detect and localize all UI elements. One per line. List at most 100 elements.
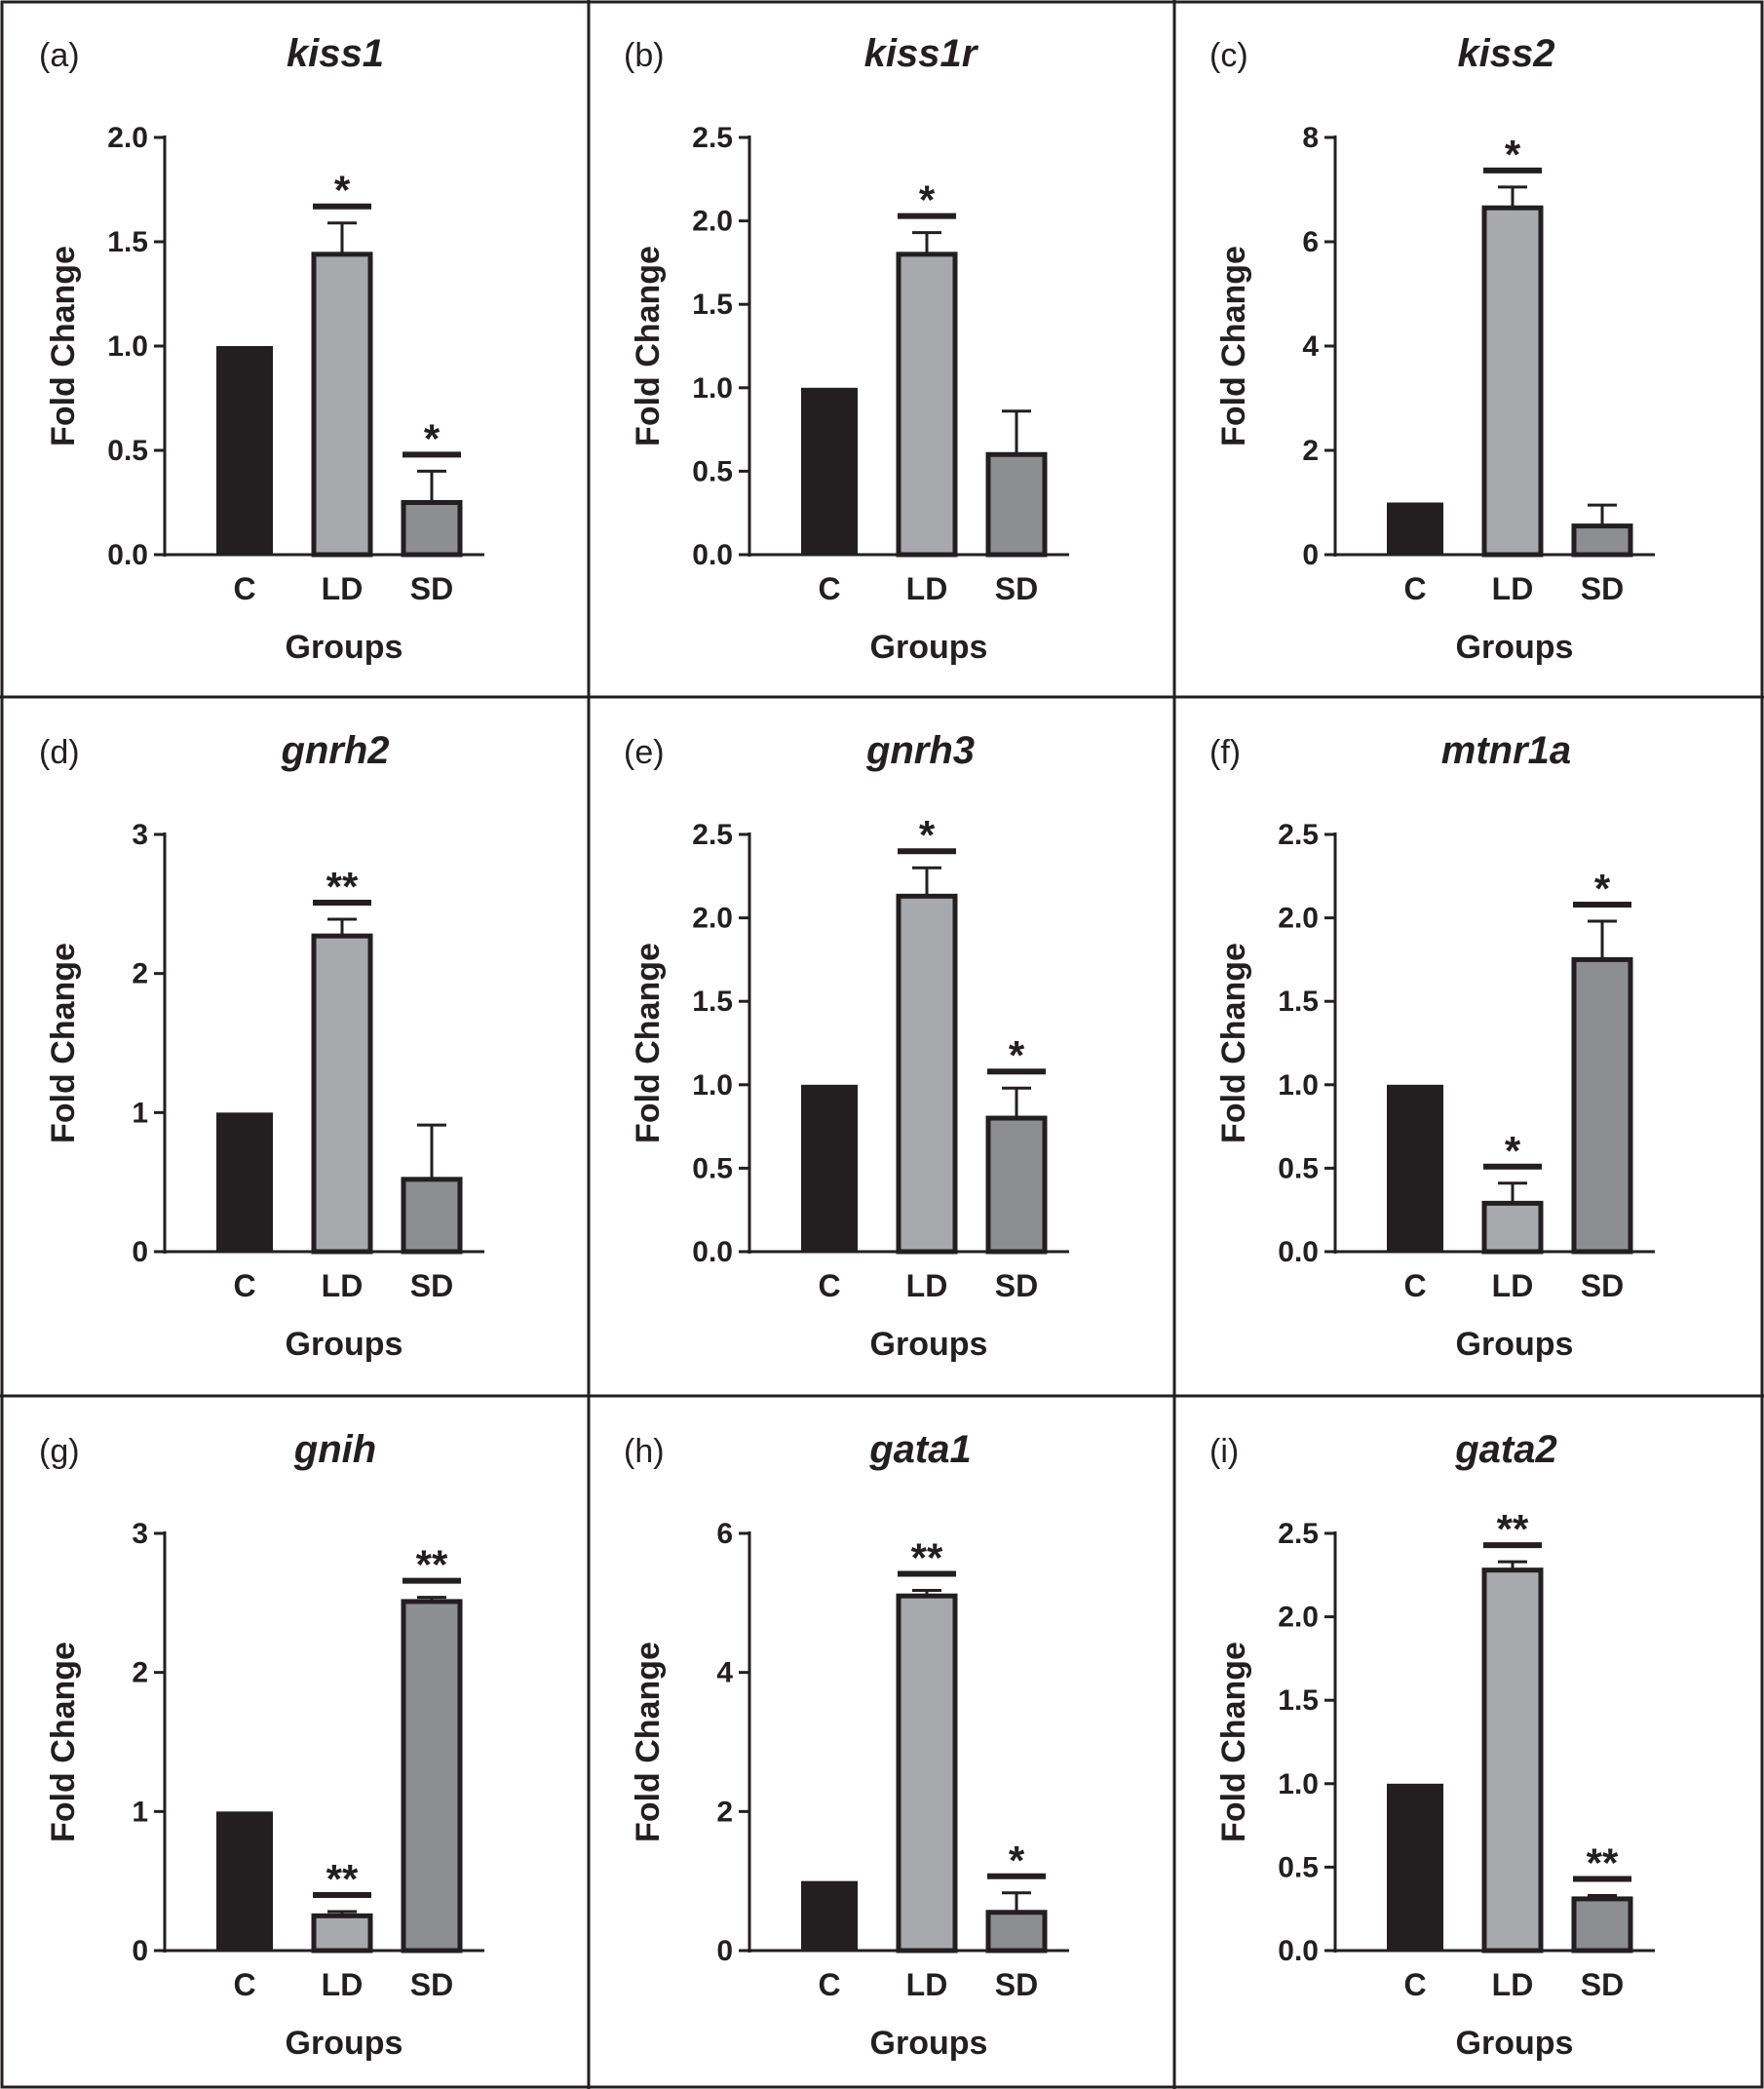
bar-C [801,387,858,555]
x-tick-label: LD [906,1967,948,2002]
panel-title: gnrh3 [865,729,975,772]
y-tick-label: 4 [716,1657,733,1689]
x-tick-label: C [1403,1967,1426,2002]
x-tick-label: SD [995,1268,1038,1303]
panel-a: (a) kiss1 0.0 0.5 1.0 1.5 2.0 C LD * SD * Groups Fold… [39,32,484,666]
x-tick-label: SD [995,1967,1038,2002]
y-tick-label: 0.5 [692,1152,733,1184]
significance-marker: * [1505,1128,1521,1174]
y-tick-label: 0.5 [107,435,148,467]
y-tick-label: 1.5 [692,986,733,1018]
x-tick-label: LD [1492,571,1534,606]
significance-marker: ** [326,1856,359,1902]
x-tick-label: LD [1492,1967,1534,2002]
y-tick-label: 0 [132,1236,148,1268]
bar-C [1387,502,1443,555]
bar-C [216,1811,273,1951]
y-tick-label: 1.0 [1278,1768,1319,1800]
y-tick-label: 0.0 [692,1236,733,1268]
y-axis-title: Fold Change [1215,943,1252,1143]
y-axis-title: Fold Change [630,246,667,446]
y-axis-title: Fold Change [45,246,82,446]
y-tick-label: 2.5 [692,819,733,851]
significance-marker: * [919,177,936,223]
y-tick-label: 1.0 [692,1069,733,1102]
x-tick-label: LD [322,1967,364,2002]
panel-g: (g) gnih 0 1 2 3 C LD ** SD ** Groups Fold Change [39,1428,484,2062]
panel-title: kiss1 [287,32,384,75]
y-axis-title: Fold Change [45,1642,82,1842]
y-axis-title: Fold Change [45,943,82,1143]
bar-C [216,346,273,555]
significance-marker: * [1505,132,1521,177]
y-tick-label: 2.5 [1278,819,1319,851]
x-tick-label: SD [1581,1268,1624,1303]
x-tick-label: SD [410,1967,453,2002]
y-tick-label: 2 [132,958,148,990]
bar-C [216,1112,273,1252]
bar-SD [985,451,1048,558]
y-tick-label: 1.0 [1278,1069,1319,1102]
x-tick-label: LD [906,1268,948,1303]
panel-title: kiss2 [1457,32,1554,75]
bar-LD [311,251,373,558]
panel-label: (g) [39,1433,80,1470]
panel-label: (b) [624,37,665,74]
x-axis-title: Groups [870,629,988,666]
panel-title: kiss1r [864,32,979,75]
bar-LD [311,933,373,1255]
y-tick-label: 1.5 [1278,986,1319,1018]
x-tick-label: C [818,1967,840,2002]
x-tick-label: LD [906,571,948,606]
y-axis-title: Fold Change [1215,246,1252,446]
y-tick-label: 0.0 [1278,1935,1319,1967]
x-axis-title: Groups [286,629,403,666]
significance-marker: ** [911,1534,943,1580]
panel-title: gnih [293,1428,376,1471]
bar-SD [1571,523,1633,558]
x-tick-label: LD [322,1268,364,1303]
bar-SD [1571,956,1633,1255]
y-tick-label: 1.5 [107,226,148,258]
significance-marker: * [1009,1838,1025,1883]
bar-SD [401,500,463,558]
y-tick-label: 2.0 [692,903,733,935]
significance-marker: * [334,168,351,213]
y-tick-label: 1.0 [107,330,148,363]
y-tick-label: 2.0 [1278,903,1319,935]
panel-i: (i) gata2 0.0 0.5 1.0 1.5 2.0 2.5 C LD ** SD ** Group… [1209,1428,1655,2062]
panel-label: (c) [1209,37,1248,74]
y-tick-label: 0.0 [1278,1236,1319,1268]
y-axis-title: Fold Change [630,943,667,1143]
y-tick-label: 1.5 [692,289,733,321]
bar-LD [1481,205,1544,558]
y-tick-label: 0.5 [1278,1851,1319,1883]
bar-SD [985,1115,1048,1255]
significance-marker: ** [326,864,359,909]
y-tick-label: 2 [716,1796,733,1828]
y-tick-label: 2 [132,1657,148,1689]
significance-marker: * [919,812,936,858]
bar-LD [1481,1567,1544,1954]
significance-marker: ** [1587,1840,1619,1886]
bar-LD [896,251,958,558]
x-tick-label: LD [1492,1268,1534,1303]
y-tick-label: 1 [132,1097,148,1129]
significance-marker: * [424,415,441,461]
y-tick-label: 2.0 [692,206,733,238]
bar-SD [401,1599,463,1954]
panel-title: gnrh2 [280,729,389,772]
x-tick-label: C [818,571,840,606]
y-tick-label: 0.5 [692,455,733,487]
bar-C [1387,1783,1443,1951]
y-tick-label: 8 [1302,122,1319,154]
x-tick-label: LD [322,571,364,606]
x-tick-label: C [233,1268,255,1303]
panel-e: (e) gnrh3 0.0 0.5 1.0 1.5 2.0 2.5 C LD * SD * Groups F… [624,729,1069,1363]
bar-LD [896,1593,958,1954]
y-tick-label: 0.0 [107,539,148,571]
x-tick-label: C [233,1967,255,2002]
y-tick-label: 6 [716,1518,733,1550]
bar-LD [311,1913,373,1954]
